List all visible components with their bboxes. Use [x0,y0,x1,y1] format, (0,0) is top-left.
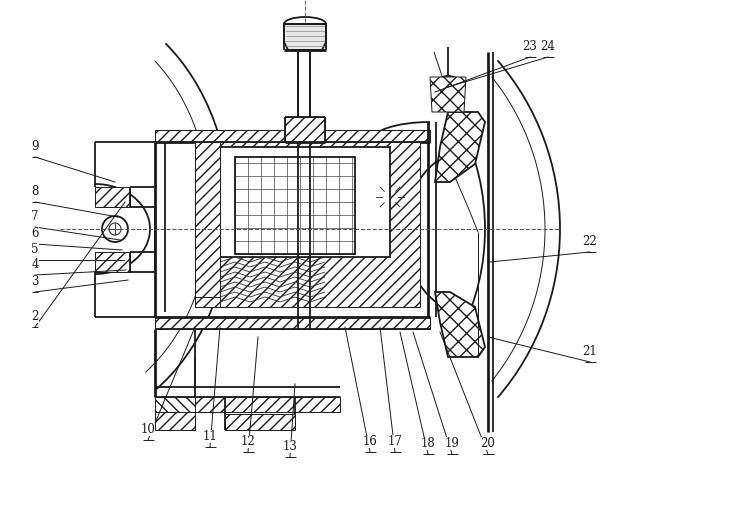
Polygon shape [435,292,485,357]
Text: 21: 21 [583,345,597,358]
Text: 20: 20 [481,437,496,450]
Polygon shape [430,77,466,112]
Polygon shape [225,414,295,430]
Polygon shape [220,147,390,257]
Text: 19: 19 [445,437,460,450]
Text: 24: 24 [541,40,556,53]
Polygon shape [195,142,220,307]
Text: 12: 12 [241,435,255,448]
Text: 22: 22 [583,235,597,248]
Text: 11: 11 [202,430,217,443]
Text: 7: 7 [32,210,39,223]
Polygon shape [195,142,420,307]
Circle shape [376,183,404,211]
Text: 13: 13 [283,440,298,453]
Polygon shape [195,297,220,307]
Polygon shape [155,317,430,329]
Text: 10: 10 [140,423,155,436]
Polygon shape [435,112,485,182]
Text: 23: 23 [523,40,538,53]
Text: 6: 6 [32,227,39,240]
Polygon shape [155,130,430,142]
Polygon shape [95,187,130,207]
Text: 16: 16 [362,435,377,448]
Text: 8: 8 [32,185,39,198]
Text: 5: 5 [32,243,39,256]
Polygon shape [155,412,195,430]
Text: 2: 2 [32,310,39,323]
Text: 18: 18 [421,437,435,450]
Polygon shape [285,117,325,142]
Text: 9: 9 [32,140,39,153]
Text: 4: 4 [32,258,39,271]
Polygon shape [95,252,130,272]
Text: 3: 3 [32,275,39,288]
Circle shape [432,76,464,108]
Polygon shape [155,397,340,412]
Text: 17: 17 [388,435,403,448]
Polygon shape [155,397,195,412]
Polygon shape [284,24,326,50]
